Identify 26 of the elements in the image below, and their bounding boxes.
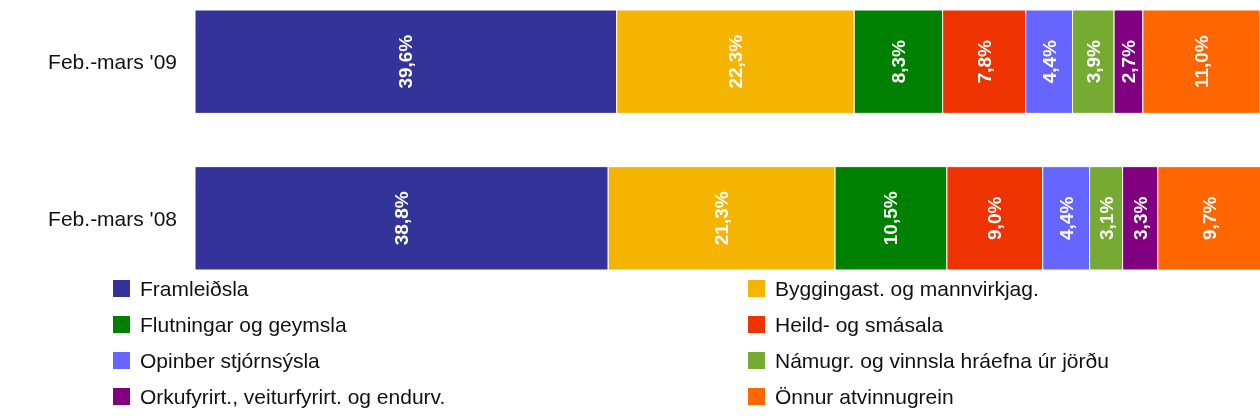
data-label: 4,4% (1055, 196, 1077, 240)
data-label: 7,8% (973, 39, 995, 84)
data-label: 21,3% (711, 191, 733, 246)
data-label: 38,8% (391, 191, 413, 246)
legend-label: Námugr. og vinnsla hráefna úr jörðu (775, 348, 1109, 372)
legend-label: Opinber stjórnsýsla (140, 348, 321, 372)
y-tick-label: Feb.-mars '09 (48, 50, 177, 74)
legend-label: Heild- og smásala (775, 312, 944, 336)
legend-label: Önnur atvinnugrein (775, 384, 954, 408)
data-label: 4,4% (1038, 39, 1060, 84)
data-label: 3,9% (1082, 39, 1104, 84)
data-label: 22,3% (724, 34, 746, 89)
y-tick-label: Feb.-mars '08 (48, 206, 177, 230)
data-label: 9,7% (1198, 196, 1220, 240)
legend-label: Flutningar og geymsla (140, 312, 347, 336)
data-label: 3,3% (1129, 196, 1151, 240)
legend-label: Framleiðsla (140, 276, 249, 300)
data-label: 2,7% (1117, 39, 1139, 84)
legend-label: Orkufyrirt., veiturfyrirt. og endurv. (140, 384, 446, 408)
data-label: 8,3% (887, 39, 909, 84)
data-label: 10,5% (880, 191, 902, 246)
data-label: 11,0% (1190, 35, 1212, 89)
legend-label: Byggingast. og mannvirkjag. (775, 276, 1039, 300)
data-label: 3,1% (1095, 196, 1117, 240)
data-label: 9,0% (984, 196, 1006, 240)
data-label: 39,6% (395, 34, 417, 89)
